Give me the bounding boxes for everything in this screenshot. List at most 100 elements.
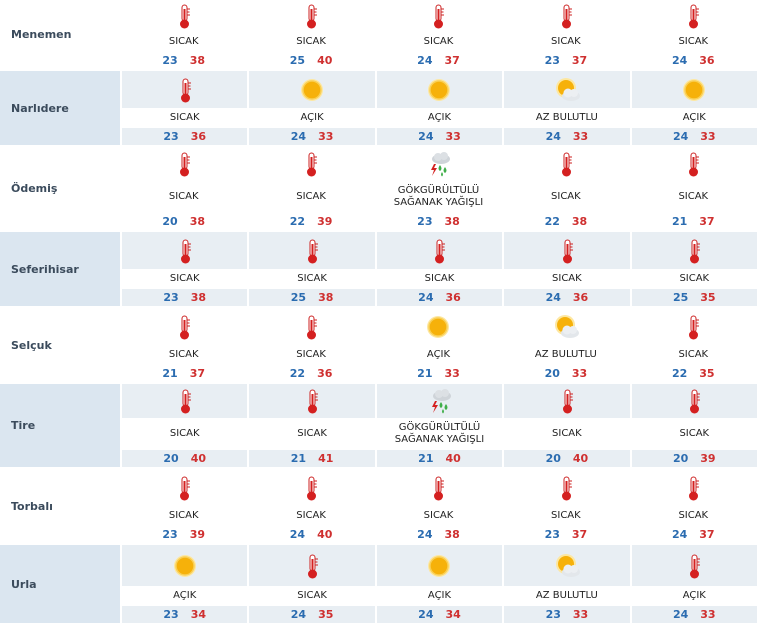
temp-low: 20 xyxy=(672,452,689,465)
temp-low: 24 xyxy=(290,608,307,621)
temp-high: 33 xyxy=(444,367,460,380)
temp-low: 23 xyxy=(163,130,179,143)
temp-low: 24 xyxy=(418,291,434,304)
icon-band xyxy=(376,232,503,269)
weather-icon xyxy=(180,239,191,263)
temp-band: 20 40 xyxy=(504,450,630,467)
condition-band: SICAK xyxy=(630,32,757,52)
temp-band: 24 34 xyxy=(376,606,503,623)
temp-band: 22 39 xyxy=(247,213,374,230)
day-cell: AÇIK 24 33 xyxy=(247,71,375,145)
day-cell: GÖKGÜRÜLTÜLÜ SAĞANAK YAĞIŞLI 23 38 xyxy=(375,147,502,230)
temp-high: 33 xyxy=(700,608,716,621)
condition: SICAK xyxy=(168,510,199,521)
day-cell: SICAK 23 36 xyxy=(120,71,248,145)
temp-high: 34 xyxy=(190,608,206,621)
temp-low: 23 xyxy=(163,291,179,304)
temp-band: 24 37 xyxy=(375,52,502,69)
icon-band xyxy=(249,545,375,586)
temp-high: 37 xyxy=(699,528,715,541)
condition: SICAK xyxy=(552,273,582,284)
condition: SICAK xyxy=(423,510,454,521)
temp-low: 23 xyxy=(163,608,179,621)
icon-band xyxy=(247,308,374,345)
condition-band: AÇIK xyxy=(249,108,374,128)
condition: SICAK xyxy=(678,510,709,521)
icon-band xyxy=(631,232,757,269)
temp-low: 24 xyxy=(289,528,306,541)
weather-icon xyxy=(308,389,319,414)
temp-high: 33 xyxy=(571,367,588,380)
weather-icon xyxy=(428,78,451,101)
condition-band: SICAK xyxy=(502,181,629,213)
temp-low: 24 xyxy=(671,528,688,541)
temp-band: 25 38 xyxy=(249,289,375,306)
temp-low: 20 xyxy=(162,215,178,228)
day-cell: SICAK 25 35 xyxy=(629,232,757,306)
temp-low: 20 xyxy=(545,452,561,465)
weather-icon xyxy=(431,152,451,177)
temp-low: 25 xyxy=(290,291,307,304)
temp-high: 33 xyxy=(572,608,589,621)
city-name: Selçuk xyxy=(0,308,120,382)
icon-band xyxy=(504,384,630,418)
temp-band: 24 33 xyxy=(249,128,375,145)
icon-band xyxy=(630,0,757,32)
condition-band: SICAK xyxy=(502,506,629,526)
temp-band: 22 36 xyxy=(247,365,374,382)
day-cell: AÇIK 24 34 xyxy=(374,545,503,623)
icon-band xyxy=(504,545,630,586)
day-cell: SICAK 25 38 xyxy=(247,232,375,306)
day-cell: SICAK 20 40 xyxy=(120,384,248,467)
condition: AÇIK xyxy=(173,590,197,601)
icon-band xyxy=(375,469,502,506)
weather-icon xyxy=(179,476,190,500)
condition-band: SICAK xyxy=(630,506,757,526)
temp-band: 24 35 xyxy=(249,606,375,623)
day-cell: SICAK 25 40 xyxy=(247,0,374,69)
weather-icon xyxy=(428,554,451,577)
day-cell: SICAK 24 36 xyxy=(502,232,630,306)
weather-icon xyxy=(179,4,190,29)
condition-band: SICAK xyxy=(375,506,502,526)
temp-band: 20 40 xyxy=(122,450,248,467)
condition-band: SICAK xyxy=(504,418,629,450)
weather-icon xyxy=(179,315,190,339)
temp-low: 25 xyxy=(672,291,689,304)
weather-icon xyxy=(561,152,572,177)
day-cell: SICAK 24 37 xyxy=(375,0,502,69)
condition: SICAK xyxy=(678,36,709,47)
temp-band: 24 33 xyxy=(631,606,757,623)
temp-low: 24 xyxy=(417,528,433,541)
icon-band xyxy=(376,71,503,108)
condition: SICAK xyxy=(678,191,709,202)
temp-band: 24 33 xyxy=(631,128,757,145)
icon-band xyxy=(502,147,629,181)
condition-band: AZ BULUTLU xyxy=(504,586,629,606)
temp-low: 22 xyxy=(289,215,306,228)
temp-high: 38 xyxy=(444,215,460,228)
weather-icon xyxy=(435,239,446,263)
weather-icon xyxy=(690,239,701,263)
temp-low: 20 xyxy=(163,452,179,465)
condition: AÇIK xyxy=(427,590,452,601)
temp-high: 40 xyxy=(445,452,461,465)
condition-band: SICAK xyxy=(122,269,247,289)
icon-band xyxy=(631,71,757,108)
condition-band: SICAK xyxy=(120,506,247,526)
condition-band: SICAK xyxy=(630,181,757,213)
icon-band xyxy=(502,469,629,506)
day-cell: SICAK 24 37 xyxy=(630,469,757,543)
condition: SICAK xyxy=(551,36,581,47)
day-cell: SICAK 24 35 xyxy=(247,545,375,623)
temp-high: 34 xyxy=(445,608,461,621)
weather-icon xyxy=(307,476,318,500)
temp-high: 41 xyxy=(318,452,334,465)
temp-high: 37 xyxy=(444,54,460,67)
temp-band: 24 36 xyxy=(630,52,757,69)
condition-band: SICAK xyxy=(632,269,757,289)
temp-low: 23 xyxy=(417,215,433,228)
temp-low: 24 xyxy=(545,130,561,143)
condition: SICAK xyxy=(678,349,709,360)
day-cell: SICAK 21 37 xyxy=(630,147,757,230)
